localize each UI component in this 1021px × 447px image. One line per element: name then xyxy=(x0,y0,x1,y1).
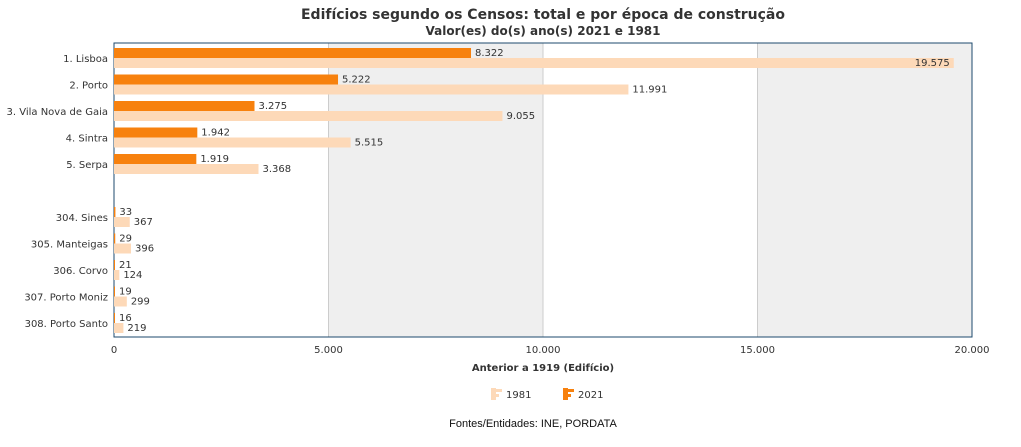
bar-2021[interactable] xyxy=(114,207,116,217)
data-label-2021: 21 xyxy=(119,260,132,271)
bar-1981[interactable] xyxy=(114,296,127,307)
bar-2021[interactable] xyxy=(114,313,115,323)
bar-1981[interactable] xyxy=(114,111,503,121)
data-label-2021: 3.275 xyxy=(258,101,287,112)
category-label: 307. Porto Moniz xyxy=(24,293,108,304)
data-label-2021: 19 xyxy=(119,287,132,298)
bar-1981[interactable] xyxy=(114,270,120,280)
chart-subtitle: Valor(es) do(s) ano(s) 2021 e 1981 xyxy=(425,24,660,38)
data-label-1981: 219 xyxy=(127,323,146,334)
category-label: 305. Manteigas xyxy=(31,240,108,251)
data-label-1981: 299 xyxy=(131,297,150,308)
bar-1981[interactable] xyxy=(114,137,351,148)
bar-2021[interactable] xyxy=(114,48,472,58)
legend-swatch-1981-bar1 xyxy=(496,389,502,392)
bar-2021[interactable] xyxy=(114,127,198,138)
category-label: 304. Sines xyxy=(56,213,108,224)
data-label-2021: 29 xyxy=(119,234,132,245)
x-tick-label: 10.000 xyxy=(526,345,561,356)
data-label-1981: 9.055 xyxy=(506,111,535,122)
bar-2021[interactable] xyxy=(114,154,197,164)
data-label-2021: 1.942 xyxy=(201,128,230,139)
legend-label-1981: 1981 xyxy=(506,390,531,401)
bar-1981[interactable] xyxy=(114,164,259,174)
plot-frame xyxy=(113,42,973,338)
bar-1981[interactable] xyxy=(114,323,124,333)
bar-1981[interactable] xyxy=(114,58,954,68)
data-label-2021: 8.322 xyxy=(475,48,504,59)
category-label: 306. Corvo xyxy=(53,266,108,277)
bar-layer xyxy=(114,48,954,333)
bar-1981[interactable] xyxy=(114,243,131,254)
category-label: 308. Porto Santo xyxy=(25,319,108,330)
data-label-1981: 19.575 xyxy=(915,58,950,69)
source-note: Fontes/Entidades: INE, PORDATA xyxy=(449,418,617,430)
bar-2021[interactable] xyxy=(114,260,115,270)
bar-2021[interactable] xyxy=(114,101,255,111)
data-label-1981: 11.991 xyxy=(632,85,667,96)
data-label-2021: 16 xyxy=(119,313,132,324)
legend-label-2021: 2021 xyxy=(578,390,603,401)
data-label-1981: 367 xyxy=(134,217,153,228)
label-layer: 1. Lisboa 8.322 19.575 2. Porto 5.222 11.991 3… xyxy=(7,48,950,334)
legend-swatch-1981-bar2 xyxy=(496,394,499,397)
x-tick-label: 20.000 xyxy=(955,345,990,356)
bar-1981[interactable] xyxy=(114,84,629,95)
x-axis: 0 5.000 10.000 15.000 20.000 xyxy=(111,345,990,356)
data-label-1981: 3.368 xyxy=(262,164,291,175)
category-label: 1. Lisboa xyxy=(63,54,108,65)
x-tick-label: 15.000 xyxy=(740,345,775,356)
data-label-1981: 124 xyxy=(123,270,142,281)
bar-2021[interactable] xyxy=(114,233,116,244)
category-label: 2. Porto xyxy=(69,81,108,92)
x-axis-title: Anterior a 1919 (Edifício) xyxy=(472,362,614,374)
legend[interactable]: 1981 2021 xyxy=(491,388,603,401)
data-label-1981: 5.515 xyxy=(355,138,384,149)
chart-title: Edifícios segundo os Censos: total e por… xyxy=(301,7,785,23)
category-label: 5. Serpa xyxy=(66,160,108,171)
data-label-2021: 1.919 xyxy=(200,154,229,165)
grid-band xyxy=(757,43,972,337)
legend-swatch-2021-bar1 xyxy=(568,389,574,392)
bar-1981[interactable] xyxy=(114,217,130,227)
legend-item-2021[interactable]: 2021 xyxy=(563,388,603,401)
legend-swatch-1981 xyxy=(491,388,496,400)
data-label-1981: 396 xyxy=(135,244,154,255)
legend-swatch-2021-bar2 xyxy=(568,394,571,397)
data-label-2021: 5.222 xyxy=(342,75,371,86)
category-label: 3. Vila Nova de Gaia xyxy=(7,107,109,118)
bar-2021[interactable] xyxy=(114,286,115,297)
x-tick-label: 5.000 xyxy=(314,345,343,356)
category-label: 4. Sintra xyxy=(66,134,108,145)
bar-2021[interactable] xyxy=(114,74,339,85)
x-tick-label: 0 xyxy=(111,345,117,356)
legend-swatch-2021 xyxy=(563,388,568,400)
legend-item-1981[interactable]: 1981 xyxy=(491,388,531,401)
data-label-2021: 33 xyxy=(119,207,132,218)
